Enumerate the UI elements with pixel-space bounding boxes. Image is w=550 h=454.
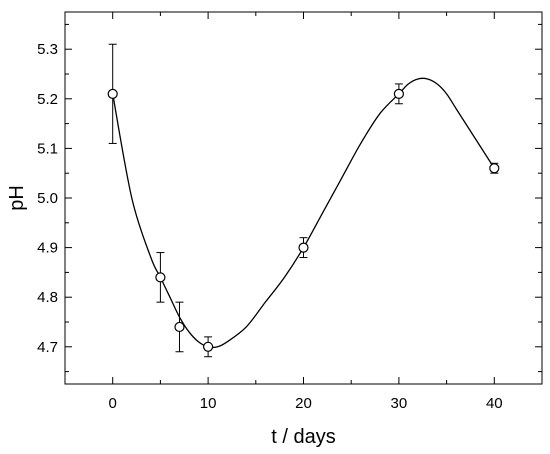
x-tick-label: 20 [295,395,312,412]
y-tick-label: 4.9 [37,240,58,257]
y-tick-label: 4.7 [37,339,58,356]
x-tick-label: 30 [391,395,408,412]
data-point [107,88,118,99]
y-tick-label: 5.1 [37,140,58,157]
y-tick-label: 5.3 [37,41,58,58]
y-tick-label: 4.8 [37,289,58,306]
data-point [393,88,404,99]
y-tick-label: 5.2 [37,91,58,108]
data-point [203,341,214,352]
y-tick-labels: 4.7 4.8 4.9 5.0 5.1 5.2 5.3 [37,41,58,356]
x-tick-label: 40 [486,395,503,412]
data-points [107,88,500,352]
plot-frame [64,11,543,385]
data-point [155,272,166,283]
y-tick-label: 5.0 [37,190,58,207]
fit-curve [112,77,495,349]
data-point [174,321,185,333]
x-tick-label: 0 [109,395,117,412]
x-tick-labels: 0 10 20 30 40 [109,395,503,412]
y-axis-title: pH [6,185,28,211]
x-tick-label: 10 [200,395,217,412]
data-point [489,163,500,174]
axis-ticks [64,12,543,384]
data-point [298,242,309,253]
error-bars [108,43,499,358]
x-axis-title: t / days [271,426,335,448]
